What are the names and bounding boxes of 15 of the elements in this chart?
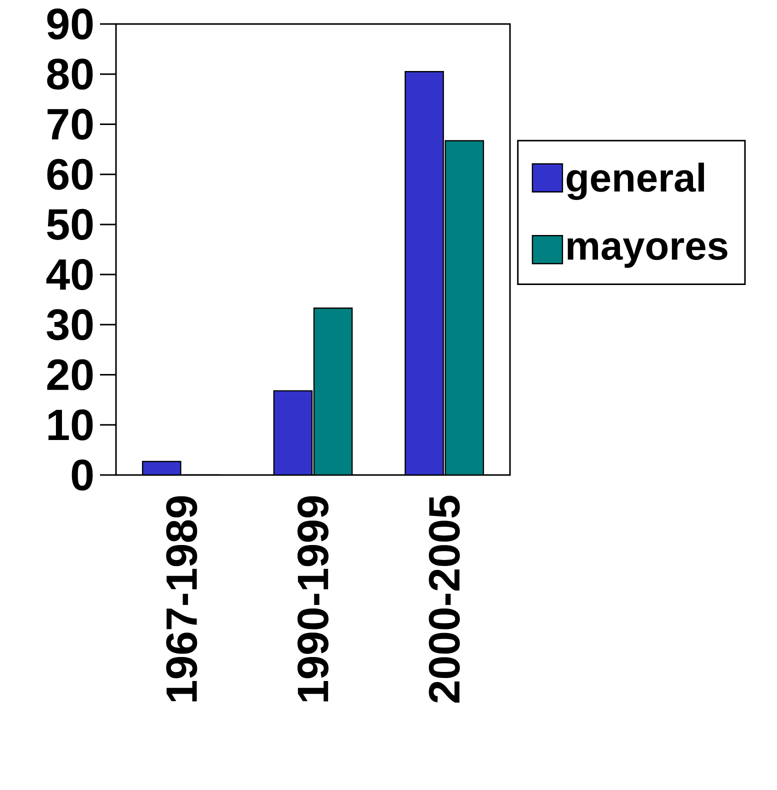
y-tick-label: 10 (48, 409, 93, 440)
legend-label: general (566, 162, 704, 200)
y-tick-label: 80 (47, 58, 93, 90)
y-tick-label: 20 (47, 359, 93, 390)
y-tick-label: 60 (47, 158, 93, 190)
x-tick-label: 1990-1999 (297, 496, 329, 702)
y-tick-label: 30 (46, 309, 93, 340)
y-tick-label: 0 (72, 459, 93, 491)
y-tick-label: 50 (47, 208, 93, 240)
x-tick-label: 2000-2005 (428, 496, 460, 703)
x-tick-label: 1967-1989 (166, 496, 198, 702)
y-tick-label: 40 (46, 259, 93, 290)
legend-label: mayores (568, 238, 728, 268)
y-tick-label: 90 (47, 8, 93, 40)
y-tick-label: 70 (48, 108, 93, 140)
